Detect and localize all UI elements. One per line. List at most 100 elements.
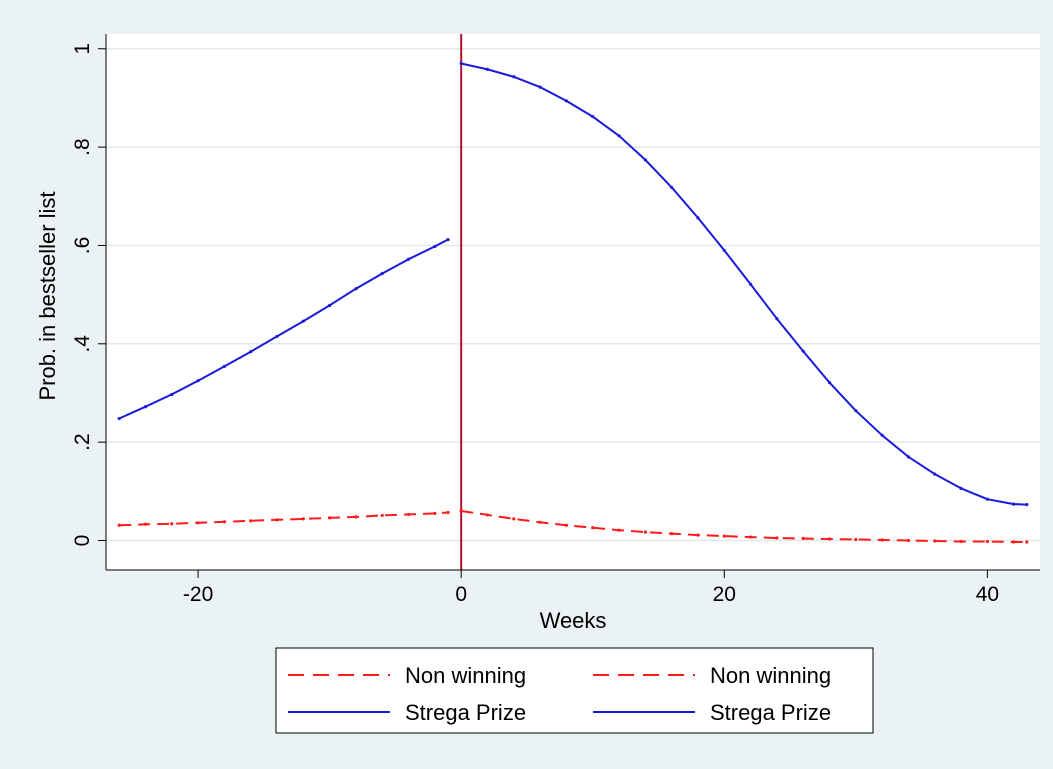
data-point [827, 537, 832, 541]
y-tick-label: 0 [71, 535, 94, 547]
data-point [328, 516, 332, 520]
data-point [801, 536, 805, 541]
y-tick-label: .8 [71, 138, 94, 156]
legend: Non winning Non winning Strega Prize Str… [275, 647, 874, 734]
axes [105, 34, 1040, 571]
data-point [880, 433, 884, 437]
x-axis-title: Weeks [540, 608, 607, 633]
data-point [143, 405, 148, 409]
data-point [906, 455, 911, 459]
data-point [906, 538, 911, 543]
data-point [222, 520, 226, 524]
data-point [380, 513, 384, 518]
y-tick-label: .4 [71, 335, 94, 353]
data-point [170, 392, 174, 397]
x-tick-label: 20 [713, 583, 736, 606]
data-point [406, 257, 411, 261]
data-point [406, 512, 411, 517]
series-layer [117, 61, 1029, 544]
data-point [591, 526, 595, 530]
data-point [1012, 540, 1016, 544]
data-point [827, 381, 832, 385]
data-point [801, 349, 805, 353]
data-point [748, 282, 753, 286]
data-point [933, 539, 937, 543]
data-point [196, 521, 200, 525]
plot-area [106, 34, 1040, 570]
legend-label-1: Non winning [405, 663, 526, 688]
grid [106, 48, 1040, 542]
data-point [775, 536, 779, 540]
data-point [433, 244, 437, 249]
data-point [985, 539, 989, 544]
data-point [512, 517, 516, 521]
data-point [1025, 540, 1029, 544]
data-point [985, 497, 989, 501]
data-point [643, 158, 647, 162]
data-point [775, 317, 779, 321]
data-point [643, 530, 647, 534]
data-point [433, 511, 437, 516]
data-point [249, 350, 253, 354]
y-tick-label: .2 [71, 433, 94, 451]
series-line-strega-prize-pre [118, 238, 449, 420]
data-point [670, 185, 674, 190]
legend-box [275, 647, 874, 734]
y-axis-title: Prob. in bestseller list [35, 191, 60, 400]
x-tick-label: 0 [455, 583, 467, 606]
data-point [722, 248, 726, 252]
data-point [591, 115, 595, 119]
data-point [301, 319, 305, 323]
data-point [854, 537, 858, 542]
data-point [617, 134, 621, 138]
data-point [222, 364, 226, 369]
data-point [196, 379, 200, 383]
data-point [143, 522, 148, 526]
data-point [485, 67, 490, 72]
data-point [446, 510, 450, 515]
data-point [564, 523, 569, 527]
data-point [249, 519, 253, 523]
data-point [354, 515, 358, 519]
data-point [538, 520, 542, 524]
legend-label-4: Strega Prize [710, 700, 831, 725]
data-point [538, 85, 542, 89]
data-point [670, 532, 674, 536]
data-point [696, 533, 700, 537]
data-point [512, 75, 516, 79]
data-point [301, 517, 305, 521]
data-point [459, 61, 463, 66]
data-point [617, 528, 621, 532]
ticks: 0 .2 .4 .6 .8 1 -20 0 20 40 [71, 43, 999, 606]
x-tick-label: -20 [183, 583, 213, 606]
data-point [275, 334, 279, 339]
data-point [117, 523, 121, 527]
data-point [564, 99, 569, 103]
data-point [696, 216, 700, 220]
y-tick-label: .6 [71, 237, 94, 255]
series-line-non-winning-pre [119, 511, 449, 527]
data-point [117, 416, 121, 421]
data-point [959, 539, 963, 544]
data-point [446, 237, 450, 242]
data-point [854, 409, 858, 413]
data-point [354, 287, 358, 291]
legend-label-3: Strega Prize [405, 700, 526, 725]
data-point [275, 518, 279, 522]
data-point [748, 535, 753, 539]
data-point [380, 271, 384, 276]
data-point [485, 513, 490, 517]
data-point [722, 534, 726, 538]
data-point [933, 472, 937, 476]
x-tick-label: 40 [976, 583, 999, 606]
data-point [328, 303, 332, 308]
data-point [880, 538, 884, 542]
y-tick-label: 1 [71, 43, 94, 55]
data-point [459, 509, 463, 513]
data-point [170, 522, 174, 526]
data-point [1012, 502, 1016, 506]
data-point [1025, 502, 1029, 507]
legend-label-2: Non winning [710, 663, 831, 688]
data-point [959, 486, 963, 490]
